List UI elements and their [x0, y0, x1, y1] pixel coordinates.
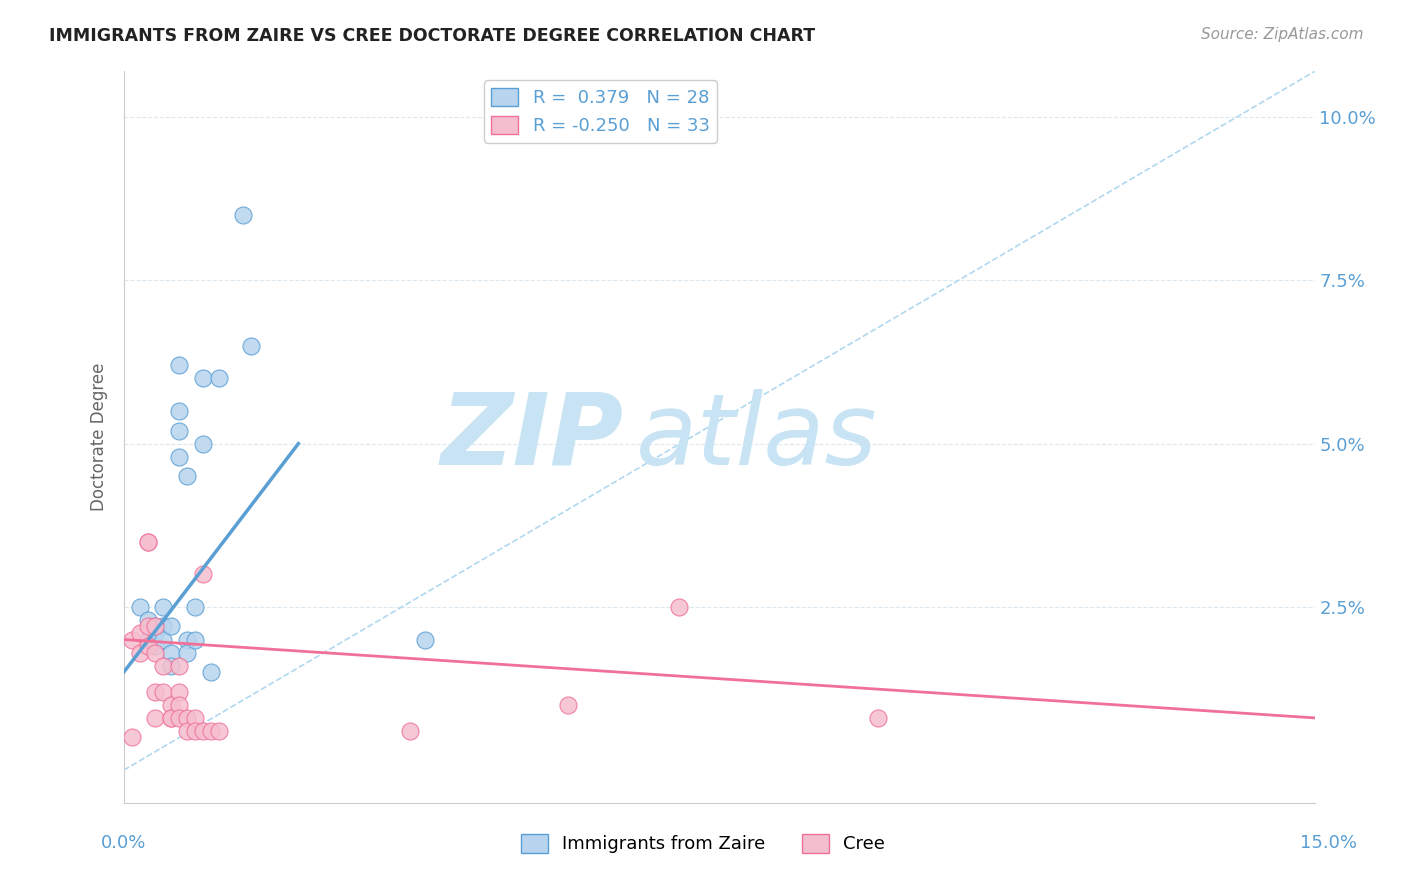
- Point: [191, 436, 214, 450]
- Text: atlas: atlas: [636, 389, 877, 485]
- Point: [415, 632, 437, 647]
- Point: [160, 698, 183, 712]
- Point: [160, 711, 183, 725]
- Point: [152, 685, 174, 699]
- Point: [145, 619, 167, 633]
- Point: [160, 646, 183, 660]
- Point: [160, 619, 183, 633]
- Point: [232, 208, 254, 222]
- Point: [145, 619, 167, 633]
- Y-axis label: Doctorate Degree: Doctorate Degree: [90, 363, 108, 511]
- Point: [169, 658, 191, 673]
- Legend: R =  0.379   N = 28, R = -0.250   N = 33: R = 0.379 N = 28, R = -0.250 N = 33: [484, 80, 717, 143]
- Point: [169, 358, 191, 372]
- Point: [169, 424, 191, 438]
- Point: [169, 404, 191, 418]
- Point: [184, 711, 207, 725]
- Point: [136, 639, 159, 653]
- Point: [239, 338, 262, 352]
- Point: [145, 639, 167, 653]
- Point: [191, 723, 214, 738]
- Point: [200, 665, 222, 680]
- Point: [136, 619, 159, 633]
- Point: [136, 534, 159, 549]
- Point: [208, 371, 231, 385]
- Point: [145, 646, 167, 660]
- Point: [184, 632, 207, 647]
- Point: [121, 731, 143, 745]
- Point: [191, 567, 214, 582]
- Point: [176, 632, 198, 647]
- Point: [145, 711, 167, 725]
- Point: [169, 711, 191, 725]
- Point: [136, 534, 159, 549]
- Text: 0.0%: 0.0%: [101, 834, 146, 852]
- Text: IMMIGRANTS FROM ZAIRE VS CREE DOCTORATE DEGREE CORRELATION CHART: IMMIGRANTS FROM ZAIRE VS CREE DOCTORATE …: [49, 27, 815, 45]
- Point: [169, 685, 191, 699]
- Point: [176, 646, 198, 660]
- Point: [160, 711, 183, 725]
- Point: [145, 685, 167, 699]
- Point: [398, 723, 420, 738]
- Point: [169, 450, 191, 464]
- Point: [866, 711, 889, 725]
- Text: Source: ZipAtlas.com: Source: ZipAtlas.com: [1201, 27, 1364, 42]
- Point: [160, 658, 183, 673]
- Legend: Immigrants from Zaire, Cree: Immigrants from Zaire, Cree: [513, 827, 893, 861]
- Point: [208, 723, 231, 738]
- Point: [557, 698, 579, 712]
- Point: [176, 723, 198, 738]
- Point: [136, 613, 159, 627]
- Point: [145, 626, 167, 640]
- Text: 15.0%: 15.0%: [1301, 834, 1357, 852]
- Text: ZIP: ZIP: [441, 389, 624, 485]
- Point: [152, 619, 174, 633]
- Point: [128, 599, 150, 614]
- Point: [184, 723, 207, 738]
- Point: [136, 632, 159, 647]
- Point: [184, 599, 207, 614]
- Point: [668, 599, 690, 614]
- Point: [176, 711, 198, 725]
- Point: [200, 723, 222, 738]
- Point: [191, 371, 214, 385]
- Point: [128, 646, 150, 660]
- Point: [152, 658, 174, 673]
- Point: [169, 698, 191, 712]
- Point: [176, 469, 198, 483]
- Point: [152, 599, 174, 614]
- Point: [128, 626, 150, 640]
- Point: [121, 632, 143, 647]
- Point: [152, 632, 174, 647]
